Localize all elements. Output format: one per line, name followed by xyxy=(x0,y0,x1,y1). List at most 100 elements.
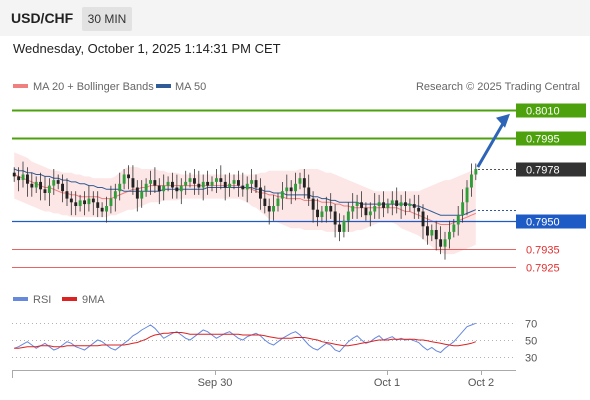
candle-body xyxy=(377,202,381,206)
candle-body xyxy=(470,174,473,188)
candle-body xyxy=(373,206,377,212)
ma50-line xyxy=(14,168,476,216)
rsi-tick-30: 30 xyxy=(525,353,537,365)
level-07925-label: 0.7925 xyxy=(526,263,560,275)
candle-body xyxy=(78,200,82,206)
candle-body xyxy=(272,206,275,212)
candle-body xyxy=(87,198,91,205)
top-bar: USD/CHF 30 MIN xyxy=(0,0,590,36)
level-08010-tag xyxy=(516,103,586,118)
candle-body xyxy=(333,211,337,225)
candle-body xyxy=(113,191,117,199)
candle-body xyxy=(412,204,416,208)
candle-body xyxy=(127,174,130,179)
candle-body xyxy=(122,174,126,184)
candle-body xyxy=(474,169,478,175)
candle-body xyxy=(316,209,319,218)
candle-body xyxy=(342,220,346,232)
candle-body xyxy=(69,198,73,203)
rsi-tick-70: 70 xyxy=(525,319,537,331)
candle-body xyxy=(254,180,258,188)
level-07935-label: 0.7935 xyxy=(526,245,560,257)
candle-body xyxy=(175,187,179,192)
candle-body xyxy=(144,183,148,192)
candle-body xyxy=(439,239,443,247)
rsi-ma-line xyxy=(14,332,476,349)
candle-body xyxy=(259,187,262,199)
legend-rsi: RSI xyxy=(33,294,51,306)
legend-swatch-9ma xyxy=(62,297,77,301)
timeframe-button[interactable]: 30 MIN xyxy=(82,7,132,31)
candle-body xyxy=(241,185,245,190)
candle-body xyxy=(421,211,425,227)
candle-body xyxy=(298,178,302,184)
symbol-title: USD/CHF xyxy=(11,10,74,26)
candle-body xyxy=(47,185,51,193)
candle-body xyxy=(56,180,60,184)
candle-body xyxy=(193,178,196,184)
candle-body xyxy=(12,172,16,177)
candle-body xyxy=(245,183,249,190)
candle-body xyxy=(430,230,434,236)
candle-body xyxy=(390,200,394,205)
candle-body xyxy=(157,185,161,192)
level-08010-label: 0.8010 xyxy=(526,106,560,118)
x-tick-label: Sep 30 xyxy=(198,377,233,389)
rsi-tick-50: 50 xyxy=(525,336,537,348)
candle-body xyxy=(171,181,174,188)
candle-body xyxy=(219,178,223,182)
level-07950-label: 0.7950 xyxy=(526,217,560,229)
candle-body xyxy=(320,211,324,217)
legend-swatch-ma50 xyxy=(156,84,171,88)
candle-body xyxy=(250,180,254,184)
candle-body xyxy=(452,224,456,232)
x-tick-label: Oct 2 xyxy=(468,377,494,389)
candle-body xyxy=(461,202,465,216)
rsi-panel: 70 50 30 xyxy=(12,319,537,365)
candle-body xyxy=(364,207,368,216)
candle-body xyxy=(34,181,38,188)
candle-body xyxy=(135,187,139,199)
candle-body xyxy=(263,198,267,206)
moving-averages xyxy=(14,168,476,225)
candle-body xyxy=(153,180,157,186)
level-07995-label: 0.7995 xyxy=(526,134,560,146)
candle-body xyxy=(307,187,311,199)
candle-body xyxy=(201,181,205,188)
arrow-head xyxy=(496,113,510,128)
candle-body xyxy=(65,191,69,199)
candle-body xyxy=(329,206,333,212)
candle-body xyxy=(285,187,289,192)
candle-body xyxy=(294,183,297,192)
candle-body xyxy=(395,200,399,206)
legend-swatch-bollinger xyxy=(13,84,28,88)
candle-body xyxy=(21,174,25,180)
candle-body xyxy=(131,178,135,188)
legend-swatch-rsi xyxy=(13,297,28,301)
candle-body xyxy=(109,198,113,206)
candle-body xyxy=(311,198,315,210)
candle-body xyxy=(408,204,412,206)
candle-body xyxy=(223,181,227,188)
candle-body xyxy=(276,198,280,206)
candle-body xyxy=(289,187,293,192)
candle-body xyxy=(74,202,78,206)
candle-body xyxy=(368,211,372,216)
candle-body xyxy=(280,191,284,199)
candle-body xyxy=(166,181,170,186)
candle-body xyxy=(346,211,350,221)
candle-body xyxy=(267,206,271,212)
candle-body xyxy=(83,200,86,205)
legend-ma50: MA 50 xyxy=(175,81,206,93)
candle-body xyxy=(426,226,429,236)
candle-body xyxy=(228,183,232,188)
candle-body xyxy=(215,178,218,182)
candle-body xyxy=(302,178,306,188)
candle-body xyxy=(360,202,363,208)
candle-body xyxy=(448,231,451,240)
x-axis: Sep 30 Oct 1 Oct 2 xyxy=(12,370,516,389)
candle-body xyxy=(17,176,21,181)
copyright: Research © 2025 Trading Central xyxy=(416,81,580,93)
candle-body xyxy=(140,191,144,199)
